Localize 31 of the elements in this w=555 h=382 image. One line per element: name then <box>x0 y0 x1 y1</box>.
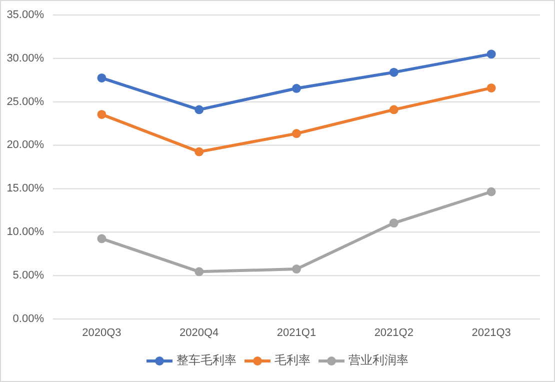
ytick: 10.00% <box>6 226 44 238</box>
point <box>292 129 301 138</box>
point <box>389 105 398 114</box>
ytick: 30.00% <box>6 52 44 64</box>
point <box>194 267 204 276</box>
legend-label: 毛利率 <box>274 353 310 368</box>
ytick: 5.00% <box>12 269 44 282</box>
legend-label: 营业利润率 <box>348 353 408 368</box>
ytick: 0.00% <box>12 312 44 325</box>
xtick: 2020Q4 <box>180 326 219 339</box>
ytick: 15.00% <box>6 182 44 195</box>
point <box>194 147 204 156</box>
legend-label: 整车毛利率 <box>176 353 236 368</box>
xtick: 2021Q2 <box>374 326 414 339</box>
ytick: 35.00% <box>6 8 44 21</box>
point <box>97 234 106 244</box>
point <box>389 68 398 77</box>
point <box>486 50 496 59</box>
ytick: 25.00% <box>6 96 44 108</box>
ytick: 20.00% <box>6 139 44 152</box>
point <box>292 264 301 274</box>
point <box>389 218 398 228</box>
point <box>97 73 106 82</box>
xtick: 2021Q1 <box>276 326 316 339</box>
point <box>486 83 496 92</box>
point <box>486 187 496 196</box>
point <box>194 105 204 114</box>
xtick: 2021Q3 <box>472 326 511 339</box>
xtick: 2020Q3 <box>82 326 122 339</box>
point <box>97 110 106 119</box>
point <box>292 84 301 93</box>
